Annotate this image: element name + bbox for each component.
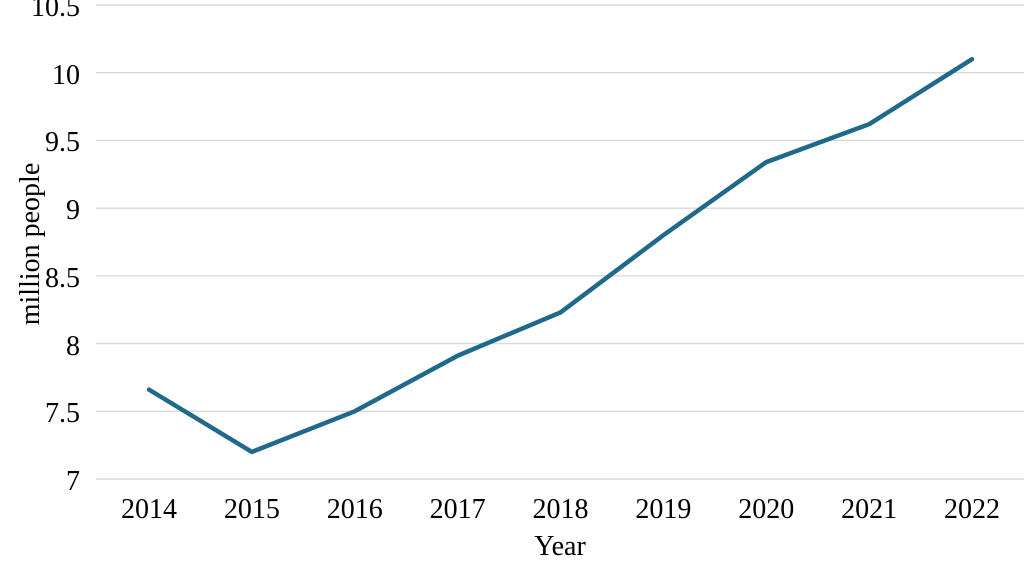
y-tick-label: 8 (66, 330, 80, 362)
x-tick-label: 2014 (121, 494, 177, 525)
y-axis-title-wrap: million people (0, 0, 46, 562)
y-tick-label: 9.5 (45, 127, 80, 159)
x-tick-label: 2016 (326, 494, 383, 525)
x-tick-label: 2018 (532, 494, 589, 525)
y-tick-label: 10.5 (31, 0, 80, 23)
y-tick-label: 7 (66, 466, 80, 497)
y-tick-label: 10 (52, 59, 80, 91)
x-tick-label: 2021 (841, 494, 898, 525)
x-tick-label: 2019 (635, 494, 692, 525)
x-tick-label: 2017 (429, 494, 486, 525)
x-axis-title: Year (534, 531, 586, 562)
series-line (146, 56, 975, 455)
y-tick-label: 8.5 (45, 262, 80, 294)
x-tick-label: 2020 (738, 494, 795, 525)
y-tick-label: 7.5 (45, 398, 80, 430)
y-axis-title: million people (15, 162, 46, 326)
x-tick-label: 2015 (223, 494, 280, 525)
y-tick-label: 9 (66, 195, 80, 227)
x-tick-label: 2022 (944, 494, 1000, 525)
